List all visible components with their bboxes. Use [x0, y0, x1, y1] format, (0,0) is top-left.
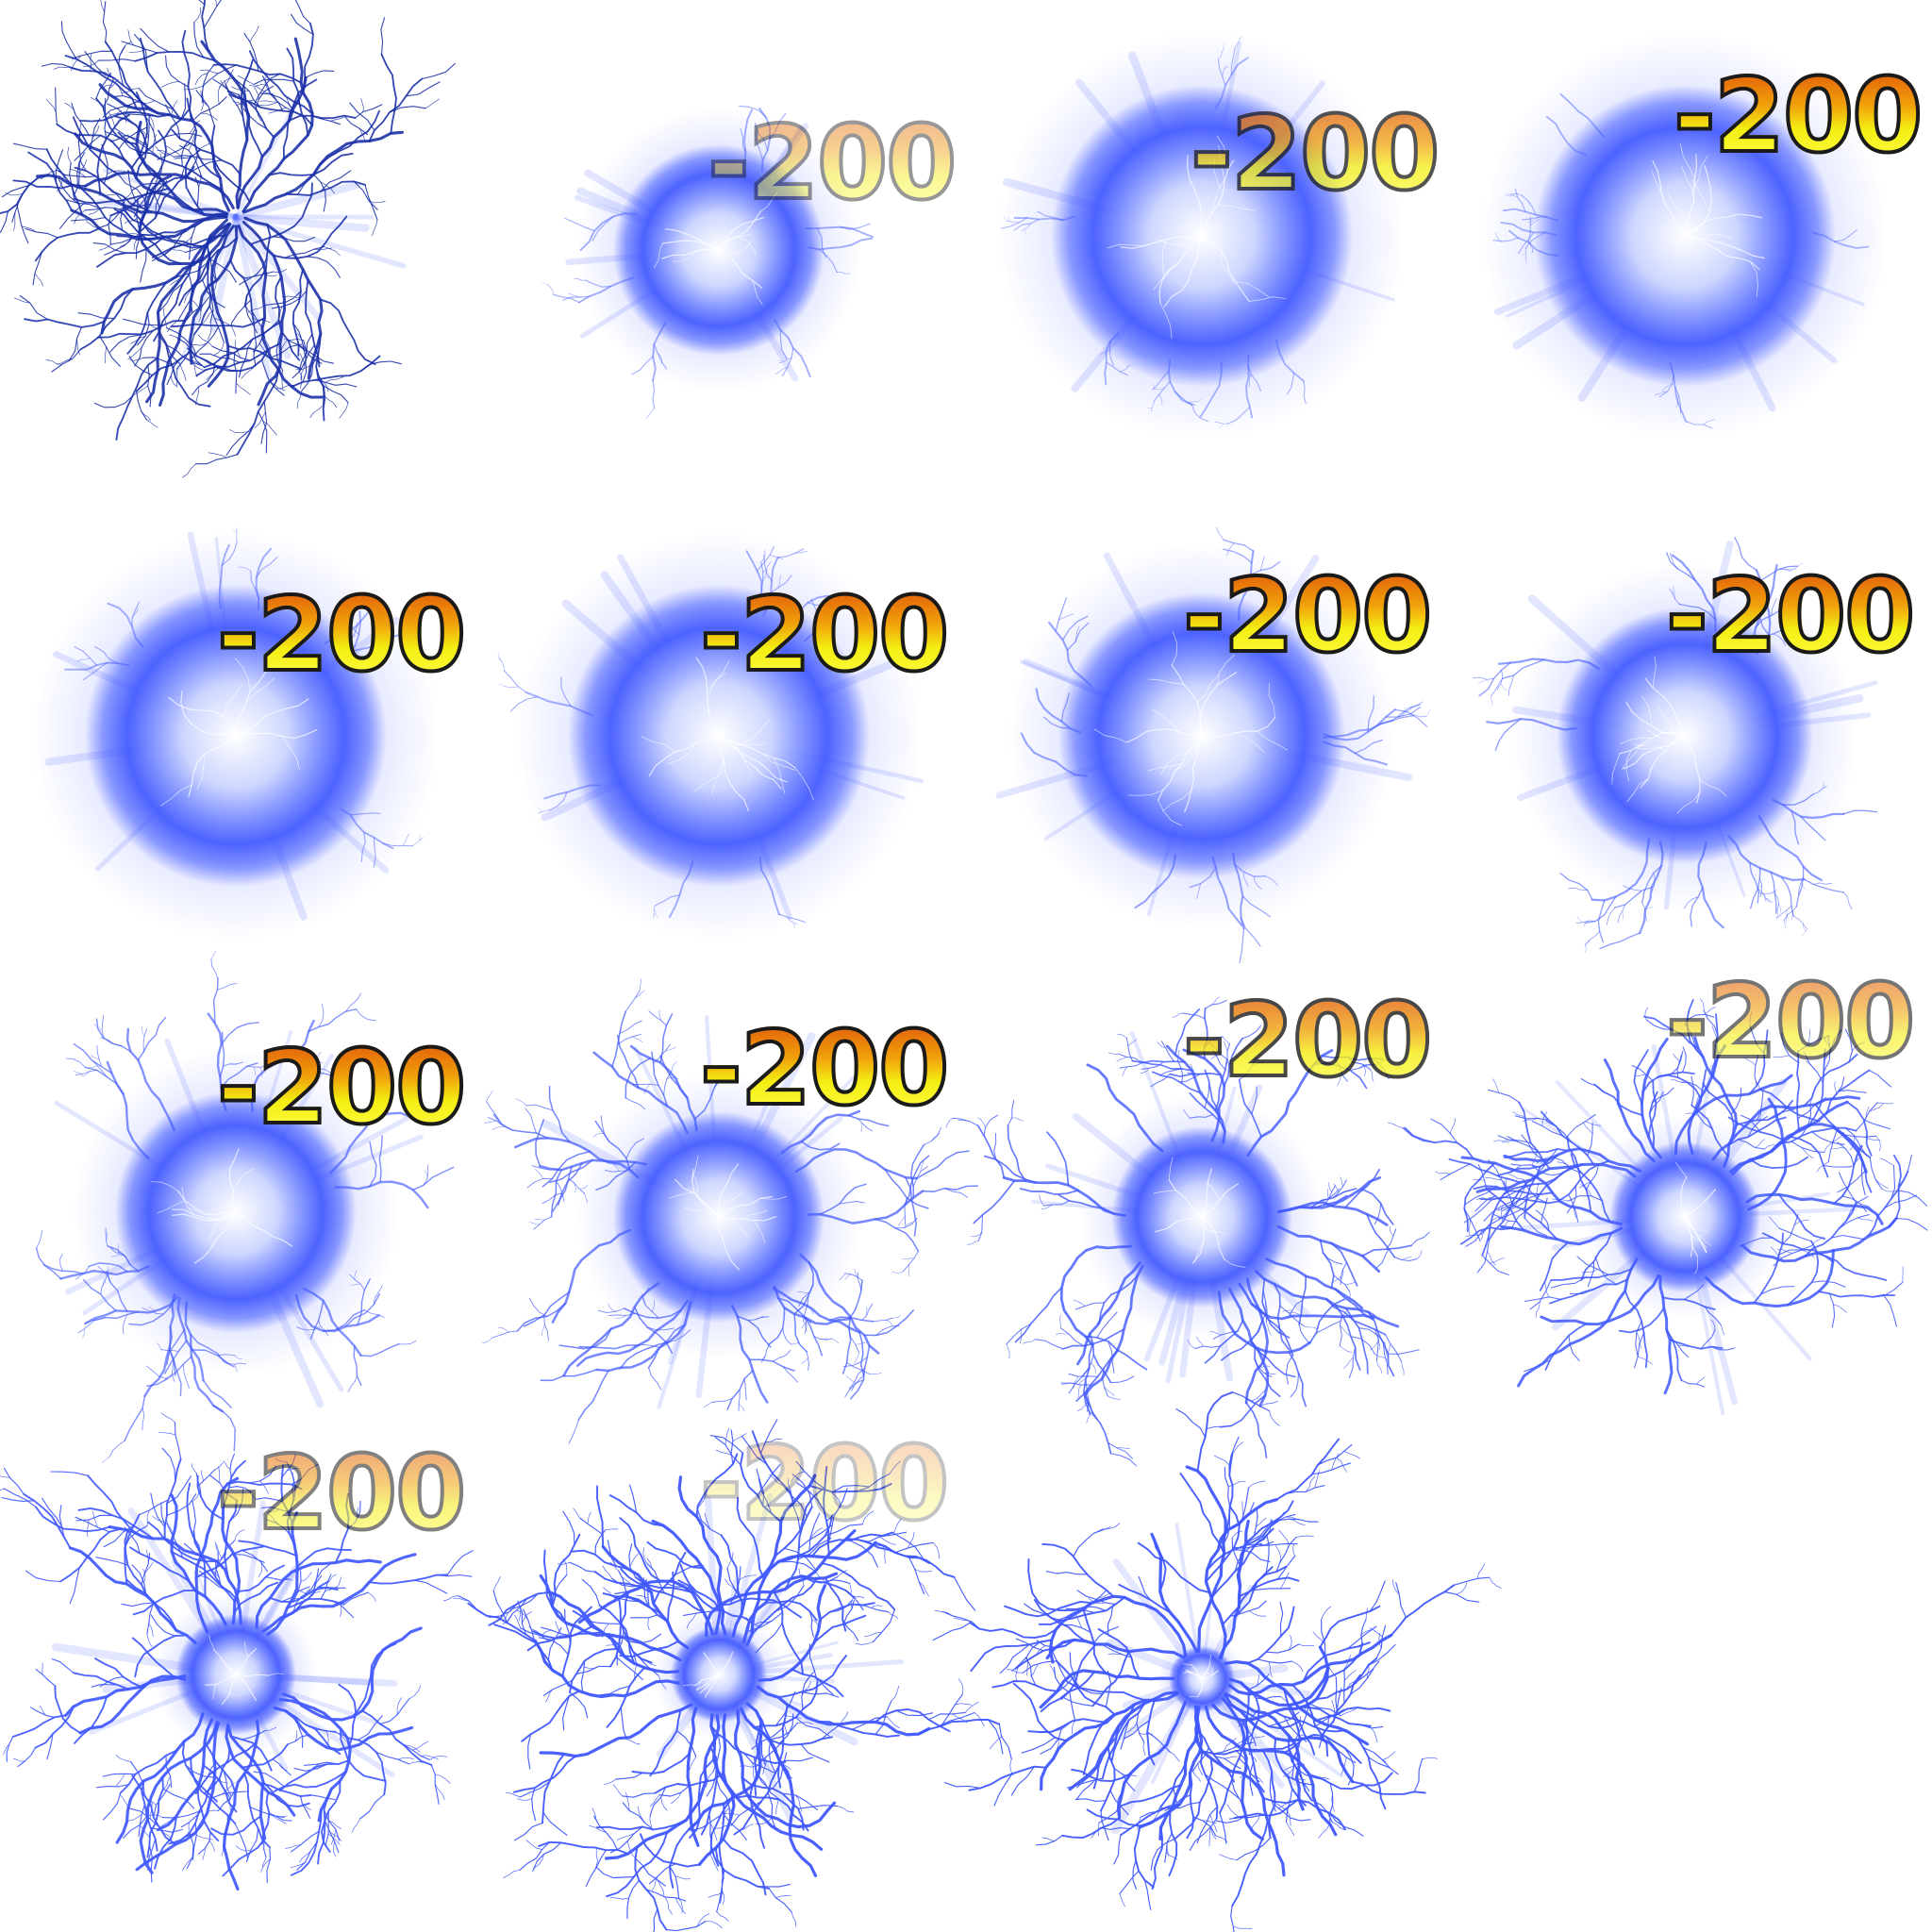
orb-crackle: [682, 1651, 734, 1698]
damage-number: -200: [1181, 982, 1434, 1100]
damage-number: -200: [215, 1435, 468, 1553]
sprite-frame-14: -200: [442, 1358, 1014, 1932]
orb-crackle: [1182, 1654, 1219, 1698]
orb-crackle: [1093, 631, 1288, 826]
damage-number: -200: [698, 1010, 951, 1128]
sprite-frame-7: -200: [966, 453, 1449, 964]
lightning-orb-icon: [442, 1419, 1014, 1932]
orb-crackle: [1611, 656, 1727, 814]
lightning-orb-icon: [945, 996, 1430, 1467]
orb-crackle: [160, 658, 318, 807]
lightning-orb-icon: [932, 1389, 1502, 1932]
orb-crackle: [641, 657, 814, 812]
sprite-frame-6: -200: [483, 453, 966, 940]
lightning-orb-icon: [497, 532, 924, 940]
lightning-orb-icon: [541, 105, 874, 419]
damage-number: -200: [1181, 558, 1434, 675]
lightning-orb-icon: [482, 978, 979, 1444]
lightning-orb-icon: [1473, 537, 1878, 954]
lightning-bolts: [945, 996, 1430, 1467]
orb-crackle: [1674, 1161, 1717, 1274]
damage-number: -200: [215, 576, 468, 694]
sprite-frame-5: -200: [0, 453, 483, 940]
sprite-frame-13: -200: [0, 1358, 483, 1891]
sprite-frame-2: -200: [483, 0, 966, 453]
orb-crackle: [1107, 135, 1287, 339]
lightning-bolts: [932, 1389, 1502, 1932]
damage-number: -200: [1664, 963, 1917, 1081]
sprite-frame-1: [0, 0, 483, 478]
damage-number: -200: [706, 105, 958, 223]
orb-crackle: [204, 1635, 284, 1706]
damage-number: -200: [215, 1029, 468, 1147]
damage-number: -200: [1664, 558, 1917, 675]
lightning-bolts: [442, 1419, 1014, 1932]
lightning-orb-icon: [0, 0, 456, 478]
sprite-frame-4: -200: [1449, 0, 1932, 453]
orb-crackle: [668, 1155, 787, 1271]
damage-number: -200: [1189, 95, 1441, 213]
damage-number: -200: [698, 576, 951, 694]
orb-crackle: [1651, 143, 1765, 298]
orb-crackle: [150, 1148, 293, 1264]
lightning-orb-icon: [1481, 32, 1889, 440]
sprite-frame-15: [932, 1358, 1502, 1932]
lightning-bolts: [0, 0, 456, 478]
lightning-orb-icon: [995, 526, 1430, 964]
sprite-frame-3: -200: [966, 0, 1449, 453]
orb-crackle: [1153, 1158, 1246, 1268]
sprite-frame-12: -200: [1387, 906, 1932, 1416]
sprite-frame-11: -200: [945, 906, 1449, 1467]
damage-number: -200: [1672, 58, 1924, 175]
sprite-frame-10: -200: [482, 906, 979, 1444]
damage-number: -200: [698, 1425, 951, 1543]
lightning-orb-icon: [0, 1412, 474, 1891]
sprite-frame-9: -200: [0, 906, 483, 1464]
lightning-orb-icon: [998, 32, 1406, 440]
orb-crackle: [654, 192, 778, 306]
lightning-orb-icon: [35, 951, 455, 1464]
lightning-orb-icon: [32, 527, 440, 940]
sprite-frame-8: -200: [1449, 453, 1932, 954]
lightning-orb-icon: [1387, 998, 1928, 1416]
